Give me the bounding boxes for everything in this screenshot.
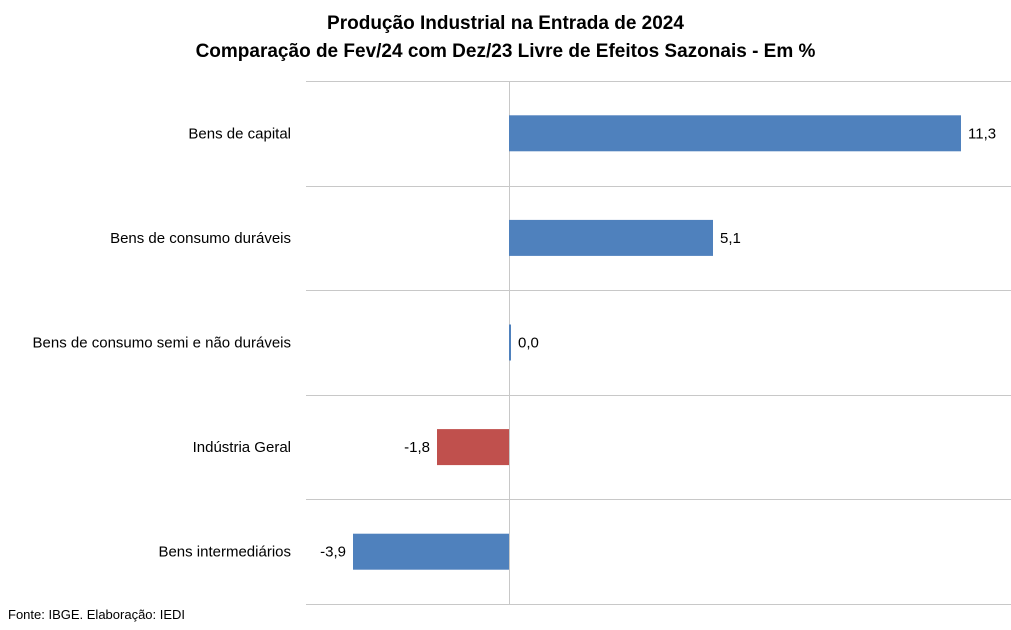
bar bbox=[509, 115, 961, 152]
category-label: Bens de consumo semi e não duráveis bbox=[33, 335, 291, 352]
data-label: 0,0 bbox=[518, 335, 539, 352]
category-label: Indústria Geral bbox=[193, 439, 291, 456]
chart-title-block: Produção Industrial na Entrada de 2024 C… bbox=[0, 10, 1011, 66]
category-label: Bens intermediários bbox=[158, 544, 291, 561]
source-note: Fonte: IBGE. Elaboração: IEDI bbox=[8, 607, 186, 622]
data-label: 5,1 bbox=[720, 230, 741, 247]
data-label: 11,3 bbox=[968, 125, 996, 142]
data-label: -3,9 bbox=[320, 544, 346, 561]
chart-title: Produção Industrial na Entrada de 2024 bbox=[327, 13, 684, 34]
category-label: Bens de capital bbox=[188, 125, 291, 142]
chart-subtitle: Comparação de Fev/24 com Dez/23 Livre de… bbox=[195, 41, 816, 62]
bar bbox=[437, 429, 509, 466]
bar bbox=[353, 533, 509, 570]
data-label: -1,8 bbox=[404, 439, 430, 456]
bar bbox=[509, 324, 511, 361]
bar bbox=[509, 219, 713, 256]
category-label: Bens de consumo duráveis bbox=[110, 230, 291, 247]
